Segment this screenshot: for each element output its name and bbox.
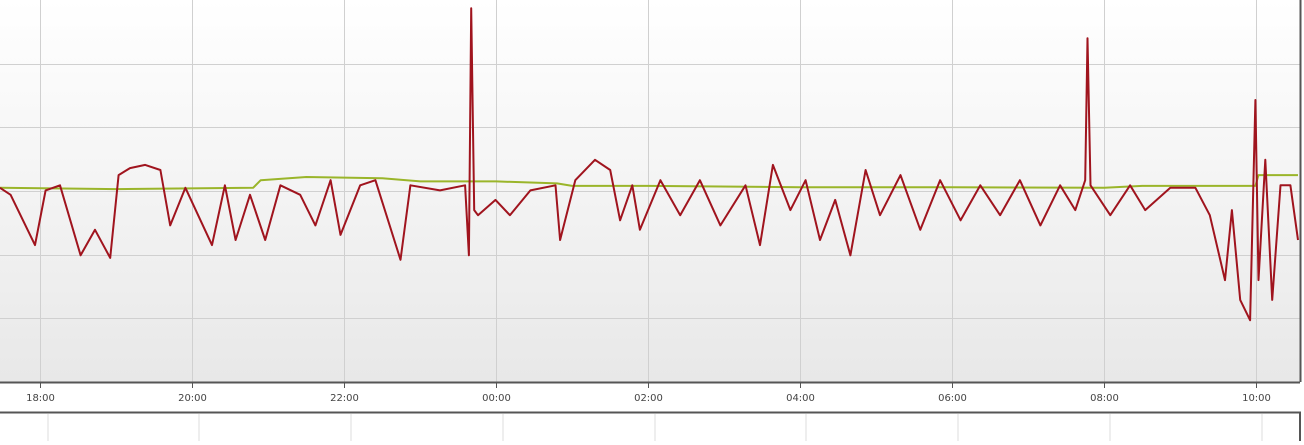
lower-panel xyxy=(0,411,1301,445)
x-tick-label: 00:00 xyxy=(482,393,511,404)
x-tick-label: 18:00 xyxy=(26,393,55,404)
x-tick-label: 22:00 xyxy=(330,393,359,404)
series-line xyxy=(0,7,1299,322)
series-line xyxy=(0,174,1298,191)
x-tick-label: 06:00 xyxy=(938,393,967,404)
x-tick-label: 20:00 xyxy=(178,393,207,404)
lower-panel-grid xyxy=(47,414,1263,441)
x-tick-label: 08:00 xyxy=(1090,393,1119,404)
x-tick-label: 04:00 xyxy=(786,393,815,404)
x-tick-label: 10:00 xyxy=(1242,393,1271,404)
x-tick-label: 02:00 xyxy=(634,393,663,404)
